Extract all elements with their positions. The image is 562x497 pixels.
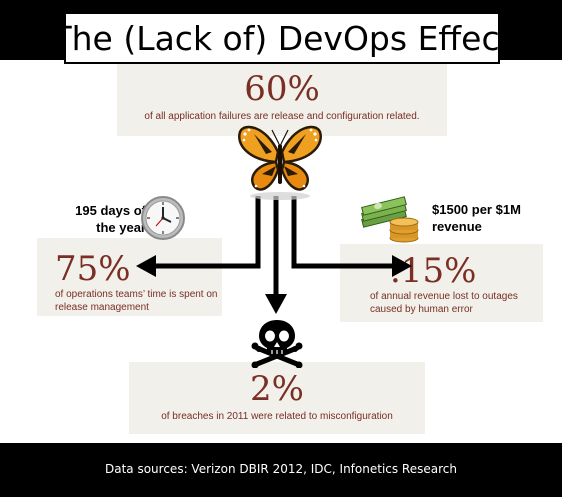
days-label-line2: the year — [96, 220, 146, 235]
revenue-label: $1500 per $1M revenue — [432, 201, 522, 235]
data-sources: Data sources: Verizon DBIR 2012, IDC, In… — [105, 462, 457, 476]
clock-icon — [141, 196, 185, 240]
stat-bottom-value: 2% — [250, 369, 304, 409]
arrow-right — [291, 196, 396, 269]
stat-right-value: .15% — [390, 251, 477, 291]
arrow-right-head — [392, 255, 412, 277]
skull-crossbones-icon — [251, 320, 303, 368]
stat-bottom-text: of breaches in 2011 were related to misc… — [161, 411, 393, 422]
stat-top-text: of all application failures are release … — [144, 111, 420, 122]
stat-box-top: 60% of all application failures are rele… — [117, 64, 447, 136]
stat-box-right: .15% of annual revenue lost to outages c… — [340, 244, 543, 322]
stat-left-text: of operations teams’ time is spent on re… — [55, 289, 218, 313]
arrow-left-head — [136, 255, 156, 277]
bottom-band — [0, 443, 562, 497]
days-label: 195 days of the year — [56, 202, 146, 236]
revenue-label-line1: $1500 per $1M — [432, 202, 521, 217]
stat-box-bottom: 2% of breaches in 2011 were related to m… — [129, 362, 425, 434]
arrow-down-head — [265, 294, 287, 314]
arrow-left — [152, 196, 261, 269]
title-box: The (Lack of) DevOps Effect — [51, 12, 513, 64]
days-label-line1: 195 days of — [75, 203, 146, 218]
stat-top-value: 60% — [244, 69, 320, 109]
butterfly-icon — [238, 125, 322, 200]
page-title: The (Lack of) DevOps Effect — [51, 18, 513, 58]
stat-box-left: 75% of operations teams’ time is spent o… — [37, 238, 222, 316]
stat-left-value: 75% — [55, 249, 131, 289]
money-icon — [361, 196, 419, 243]
revenue-label-line2: revenue — [432, 219, 482, 234]
stat-right-text: of annual revenue lost to outages caused… — [370, 291, 518, 315]
